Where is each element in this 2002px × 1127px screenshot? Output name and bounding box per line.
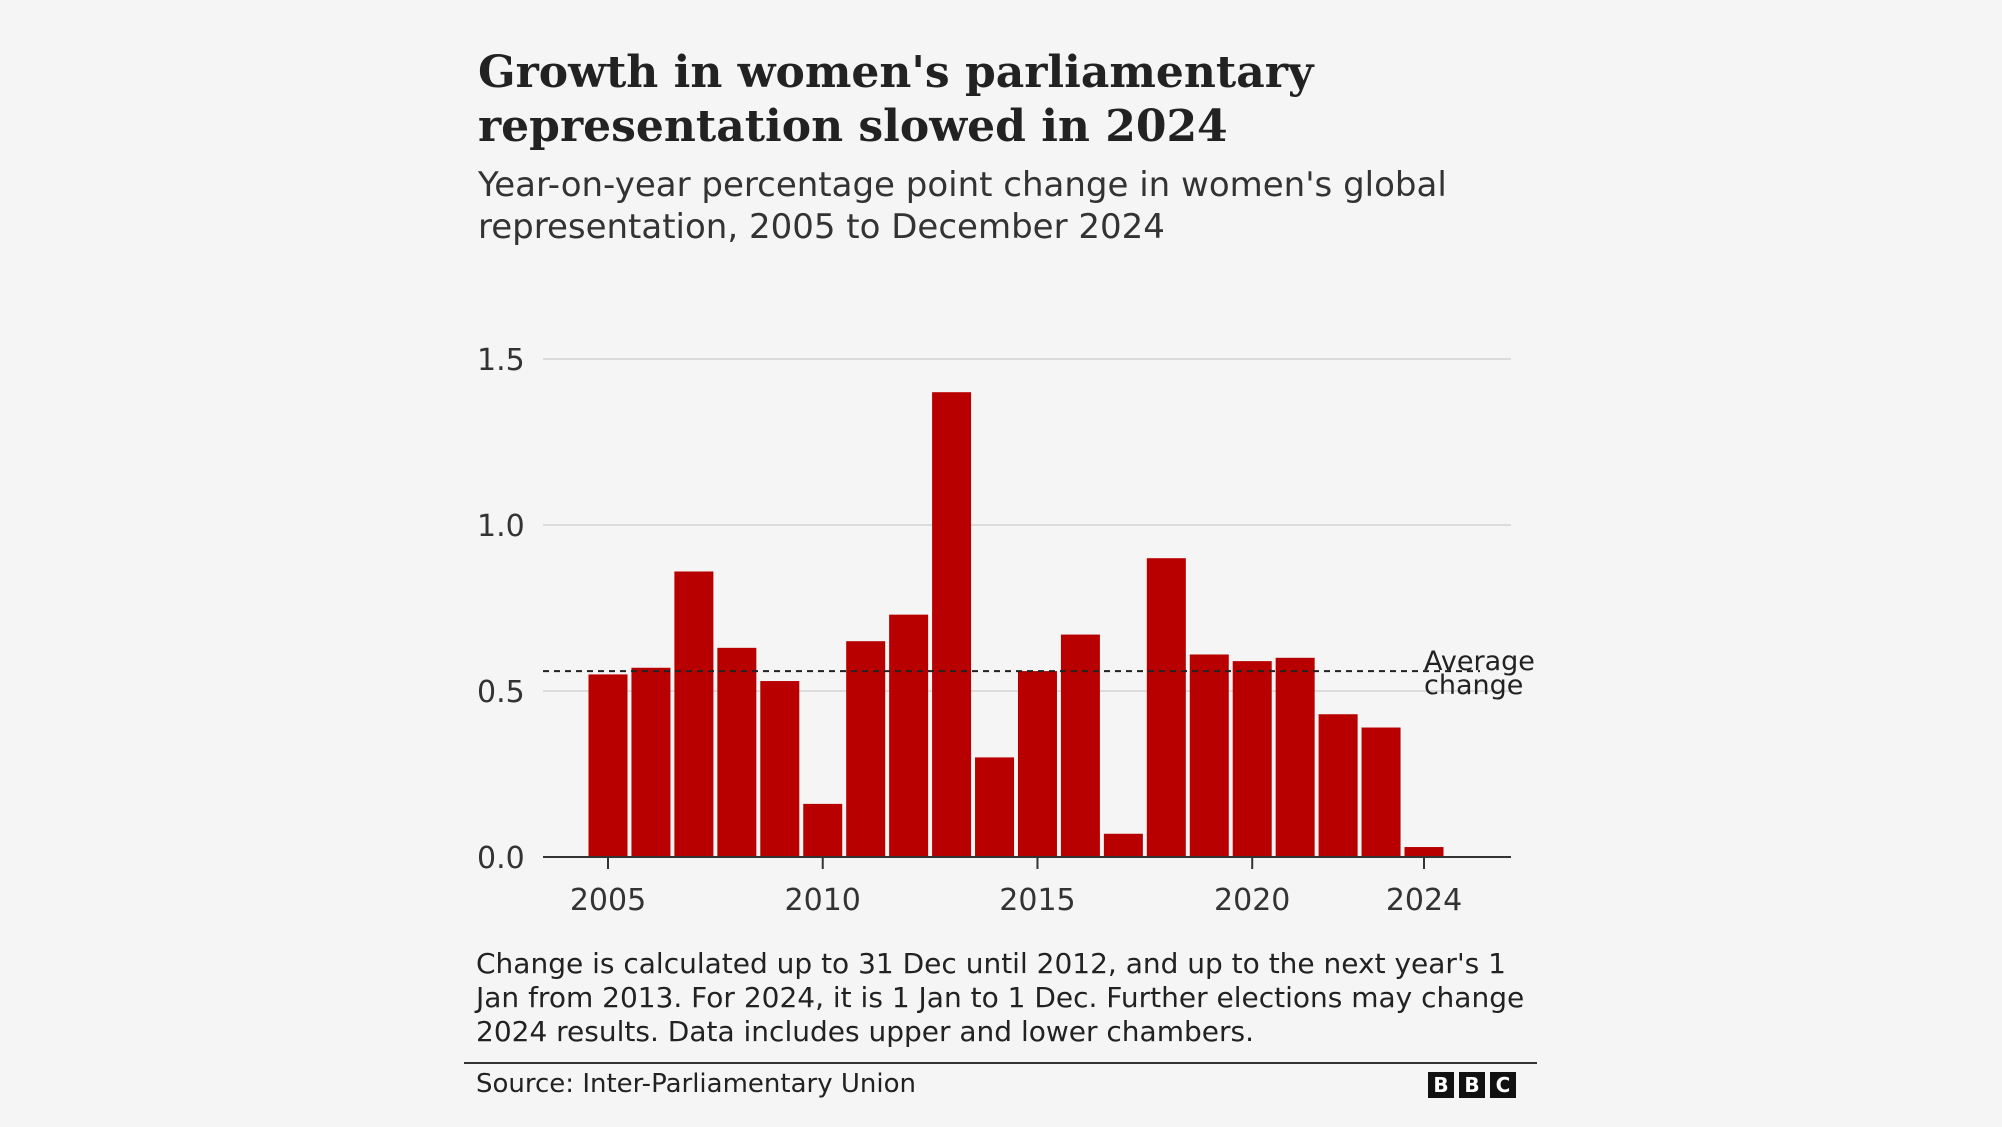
divider	[464, 1062, 1537, 1064]
logo-letter: B	[1459, 1072, 1485, 1098]
chart-footnote: Change is calculated up to 31 Dec until …	[476, 947, 1525, 1048]
y-tick-label: 1.0	[477, 509, 525, 544]
y-tick-label: 0.5	[477, 675, 525, 710]
bar-2018	[1146, 558, 1186, 857]
bbc-logo: B B C	[1428, 1072, 1516, 1098]
bar-2005	[588, 674, 628, 857]
chart-title: Growth in women's parliamentary represen…	[478, 47, 1314, 152]
bar-2019	[1189, 654, 1229, 857]
source-text: Source: Inter-Parliamentary Union	[476, 1069, 916, 1099]
x-tick-label: 2020	[1214, 883, 1290, 918]
bar-2021	[1275, 657, 1315, 857]
average-label: Average	[1424, 646, 1535, 677]
bar-2017	[1103, 833, 1143, 857]
bar-2013	[932, 392, 972, 857]
x-tick-label: 2010	[785, 883, 861, 918]
logo-letter: B	[1428, 1072, 1454, 1098]
chart-subtitle: Year-on-year percentage point change in …	[478, 165, 1447, 247]
bar-2010	[803, 803, 843, 857]
x-tick-label: 2015	[999, 883, 1075, 918]
y-tick-label: 0.0	[477, 841, 525, 876]
x-tick-label: 2024	[1386, 883, 1462, 918]
bar-2014	[975, 757, 1015, 857]
bar-2009	[760, 681, 800, 857]
bar-2007	[674, 571, 714, 857]
bar-2008	[717, 647, 757, 857]
average-label: change	[1424, 670, 1523, 701]
bar-2022	[1318, 714, 1358, 857]
bar-2020	[1232, 661, 1272, 857]
bar-2024	[1404, 847, 1444, 857]
bar-2012	[889, 614, 929, 857]
bar-2023	[1361, 727, 1401, 857]
x-tick-label: 2005	[570, 883, 646, 918]
bar-2006	[631, 667, 671, 857]
logo-letter: C	[1490, 1072, 1516, 1098]
bar-2015	[1017, 671, 1057, 857]
y-tick-label: 1.5	[477, 343, 525, 378]
bar-2011	[846, 641, 886, 857]
bar-2016	[1060, 634, 1100, 857]
